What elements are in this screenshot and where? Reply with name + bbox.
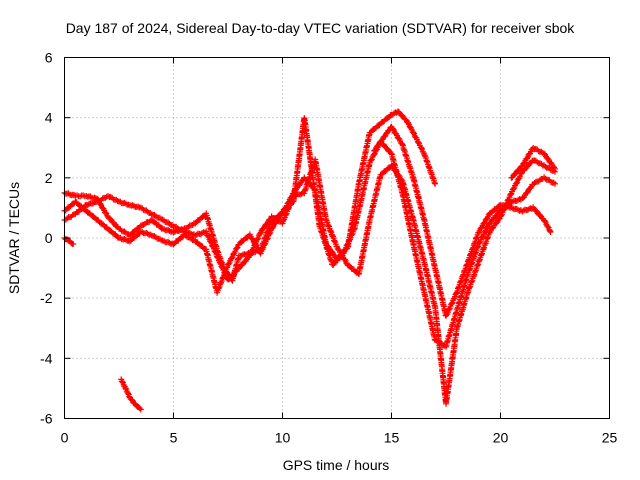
x-tick-label: 15	[384, 430, 400, 446]
y-tick-label: 0	[45, 230, 53, 246]
chart-title: Day 187 of 2024, Sidereal Day-to-day VTE…	[66, 20, 576, 36]
series-layer	[61, 108, 558, 413]
y-tick-label: -2	[40, 290, 53, 306]
series-track-g	[508, 144, 558, 181]
x-tick-label: 25	[602, 430, 618, 446]
series-markers	[118, 376, 144, 413]
y-tick-label: 6	[45, 50, 53, 66]
y-tick-label: 2	[45, 170, 53, 186]
y-axis: -6 -4 -2 0 2 4 6	[40, 50, 610, 427]
series-track-f	[371, 123, 554, 319]
y-tick-label: -4	[40, 350, 53, 366]
series-markers	[371, 123, 554, 319]
series-markers	[508, 144, 558, 181]
series-markers	[61, 235, 77, 247]
x-tick-label: 10	[275, 430, 291, 446]
series-track-c	[61, 156, 558, 407]
y-tick-label: 4	[45, 110, 53, 126]
x-tick-label: 5	[170, 430, 178, 446]
x-axis: 0 5 10 15 20 25	[61, 57, 618, 446]
series-track-d	[61, 235, 77, 247]
series-track-e	[118, 376, 144, 413]
x-tick-label: 20	[493, 430, 509, 446]
x-tick-label: 0	[61, 430, 69, 446]
series-markers	[61, 156, 558, 407]
x-axis-title: GPS time / hours	[283, 457, 390, 473]
y-axis-title: SDTVAR / TECUs	[6, 182, 22, 294]
y-tick-label: -6	[40, 411, 53, 427]
grid	[64, 57, 610, 419]
